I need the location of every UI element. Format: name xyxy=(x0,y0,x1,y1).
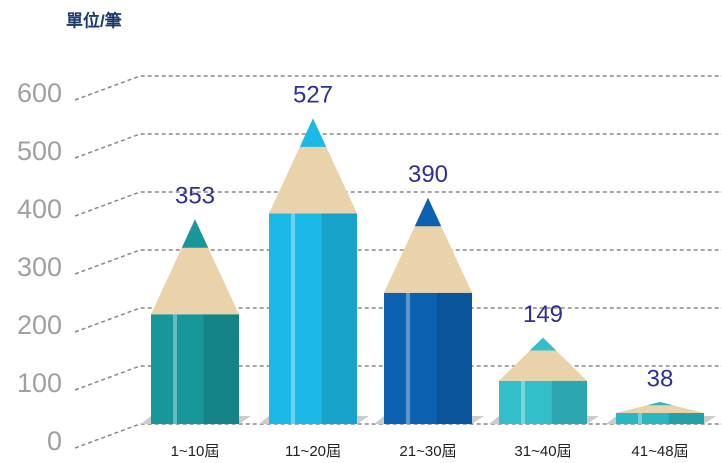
pencil-lead xyxy=(530,338,556,351)
bar xyxy=(269,118,357,424)
grid-line xyxy=(75,134,722,158)
x-tick-label: 11~20屆 xyxy=(285,443,341,460)
x-tick-label: 31~40屆 xyxy=(514,443,571,460)
pencil-highlight xyxy=(291,213,295,424)
pencil-shade xyxy=(204,314,239,424)
pencil-shade xyxy=(322,213,357,424)
pencil-highlight xyxy=(173,314,177,424)
pencil-highlight xyxy=(638,413,642,424)
bar xyxy=(616,402,704,424)
bar xyxy=(499,338,587,424)
pencil-highlight xyxy=(406,293,410,424)
pencil-lead xyxy=(300,118,326,147)
pencil-lead xyxy=(647,402,673,405)
x-tick-label: 1~10屆 xyxy=(171,443,220,460)
value-label: 149 xyxy=(523,301,563,328)
pencil-highlight xyxy=(521,381,525,424)
value-label: 353 xyxy=(175,183,215,210)
bar xyxy=(384,198,472,424)
chart: 單位/筆 0 100 200 300 400 500 600 353 1~10屆 527 11~20… xyxy=(0,0,722,463)
pencil-lead xyxy=(415,198,441,227)
x-tick-label: 41~48屆 xyxy=(631,443,688,460)
value-label: 390 xyxy=(408,161,448,188)
value-label: 527 xyxy=(293,82,333,109)
y-tick-label: 600 xyxy=(17,78,62,108)
x-tick-label: 21~30屆 xyxy=(399,443,456,460)
pencil-shade xyxy=(669,413,704,424)
y-tick-label: 500 xyxy=(17,136,62,166)
y-tick-label: 400 xyxy=(17,194,62,224)
grid-line xyxy=(75,192,722,216)
y-tick-label: 100 xyxy=(17,368,62,398)
y-tick-label: 300 xyxy=(17,252,62,282)
pencil-shade xyxy=(552,381,587,424)
value-label: 38 xyxy=(647,365,674,392)
pencil-lead xyxy=(182,219,208,248)
unit-label: 單位/筆 xyxy=(66,10,122,30)
pencil-shade xyxy=(437,293,472,424)
y-tick-label: 200 xyxy=(17,310,62,340)
y-tick-label: 0 xyxy=(47,426,62,456)
grid-line xyxy=(75,76,722,100)
